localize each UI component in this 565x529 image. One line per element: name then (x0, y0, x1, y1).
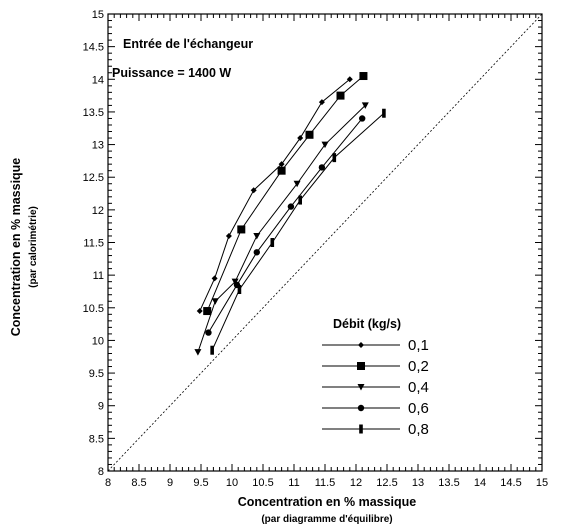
y-tick-label: 13 (92, 140, 104, 152)
y-tick-label: 10.5 (83, 303, 104, 315)
legend-entry: 0,6 (322, 400, 429, 417)
series-line (208, 118, 363, 333)
data-point (359, 115, 366, 122)
x-tick-label: 9.5 (193, 477, 208, 489)
annotation-location: Entrée de l'échangeur (123, 37, 253, 51)
legend-label: 0,4 (408, 379, 429, 396)
data-point (225, 232, 232, 239)
y-tick-label: 9.5 (89, 368, 104, 380)
x-tick-label: 8 (105, 477, 111, 489)
y-tick-label: 10 (92, 335, 104, 347)
annotation-power: Puissance = 1400 W (112, 66, 231, 80)
data-point (298, 195, 302, 205)
data-point (305, 130, 314, 139)
data-point (196, 308, 203, 315)
legend-title: Débit (kg/s) (333, 317, 401, 331)
data-point (277, 166, 286, 175)
x-tick-label: 13.5 (438, 477, 459, 489)
y-tick-label: 11 (93, 270, 104, 282)
data-point (205, 329, 212, 336)
legend-entry: 0,1 (322, 337, 429, 354)
series-4 (205, 115, 366, 336)
x-tick-label: 9 (167, 477, 173, 489)
x-tick-label: 10.5 (252, 477, 273, 489)
series-line (199, 78, 351, 312)
data-point (237, 285, 242, 295)
series-2 (203, 72, 368, 316)
legend-entry: 0,8 (322, 421, 429, 438)
y-tick-label: 11.5 (83, 238, 104, 250)
x-tick-label: 8.5 (131, 477, 146, 489)
data-point (270, 238, 275, 247)
series-5 (210, 108, 386, 355)
x-tick-label: 12.5 (376, 477, 397, 489)
data-point (203, 307, 212, 316)
data-point (318, 164, 326, 171)
legend-entry: 0,2 (322, 358, 429, 375)
y-tick-label: 9 (98, 401, 104, 413)
x-tick-label: 12 (350, 477, 362, 489)
y-tick-label: 8.5 (89, 433, 104, 445)
x-tick-label: 14.5 (500, 477, 521, 489)
plot-frame (107, 13, 543, 472)
data-point (332, 153, 337, 163)
data-point (253, 232, 261, 240)
y-tick-label: 14.5 (83, 42, 104, 54)
x-tick-label: 11 (288, 477, 299, 489)
data-point (321, 141, 329, 149)
legend-marker (358, 342, 364, 348)
data-point (287, 203, 295, 210)
x-tick-label: 14 (474, 477, 486, 489)
y-tick-label: 15 (92, 9, 104, 21)
data-point (293, 180, 301, 188)
y-axis-subtitle: (par calorimétrie) (28, 206, 39, 288)
legend-label: 0,1 (408, 337, 429, 354)
reference-diagonal-line (107, 13, 543, 472)
legend-label: 0,8 (408, 421, 429, 438)
data-point (346, 76, 353, 83)
data-point (211, 298, 219, 305)
data-point (361, 102, 369, 109)
data-point (231, 278, 239, 286)
series-line (211, 112, 385, 351)
y-tick-label: 8 (98, 466, 104, 478)
data-point (318, 99, 325, 106)
legend-marker (359, 424, 363, 434)
data-point (194, 349, 202, 356)
x-axis-subtitle: (par diagramme d'équilibre) (261, 514, 392, 525)
data-point (297, 135, 304, 142)
series-line (206, 75, 364, 312)
data-point (336, 91, 345, 100)
x-tick-label: 15 (536, 477, 548, 489)
data-point (211, 275, 218, 282)
x-tick-label: 11.5 (315, 477, 336, 489)
data-point (253, 249, 260, 256)
x-tick-label: 13 (412, 477, 424, 489)
legend-marker (357, 384, 365, 391)
data-point (382, 108, 386, 118)
legend-label: 0,2 (408, 358, 429, 375)
legend-marker (357, 362, 365, 370)
x-tick-label: 10 (226, 477, 238, 489)
series-3 (194, 102, 369, 356)
data-point (359, 72, 368, 81)
data-point (237, 225, 246, 234)
y-axis-title: Concentration en % massique (9, 158, 23, 337)
y-tick-label: 12.5 (83, 172, 104, 184)
data-point (210, 345, 214, 355)
data-point (278, 161, 285, 168)
series-1 (196, 76, 353, 315)
y-tick-label: 13.5 (83, 107, 104, 119)
y-tick-label: 14 (92, 74, 104, 86)
legend-marker (357, 404, 365, 412)
x-axis-title: Concentration en % massique (238, 495, 417, 509)
legend-entry: 0,4 (322, 379, 429, 396)
data-point (250, 187, 257, 194)
y-tick-label: 12 (92, 205, 104, 217)
legend-label: 0,6 (408, 400, 429, 417)
